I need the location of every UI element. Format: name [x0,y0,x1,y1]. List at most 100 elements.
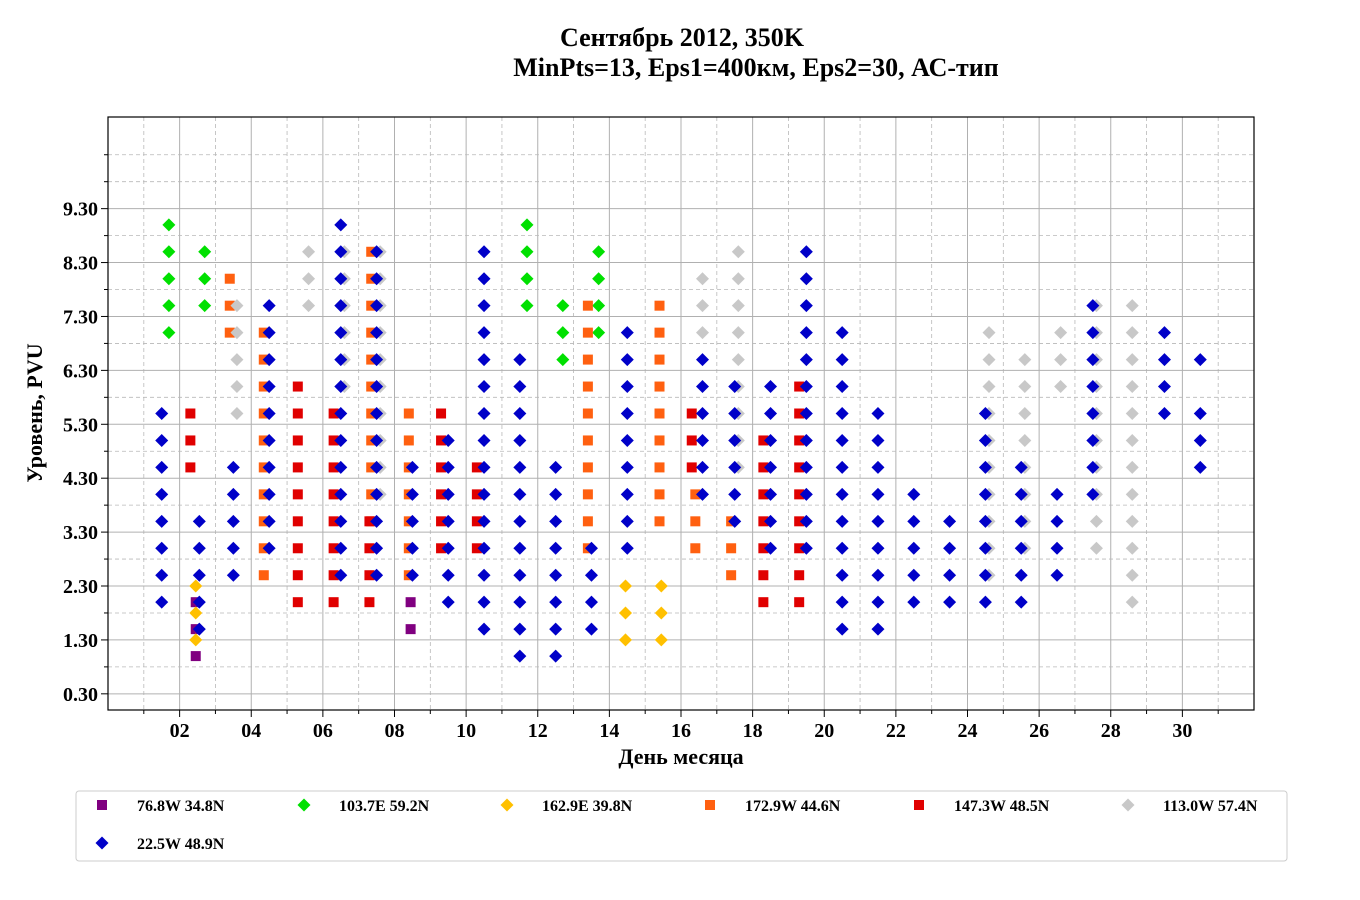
data-point [728,514,742,528]
data-point [328,489,339,500]
data-point [198,245,212,259]
data-point [192,622,206,636]
data-point [549,514,563,528]
series-3 [189,579,668,647]
x-tick-label: 12 [528,720,548,742]
data-point [728,433,742,447]
x-axis-label: День месяца [618,744,743,769]
legend-entry: 76.8W 34.8N [97,798,225,815]
data-point [794,435,805,446]
data-point [405,514,419,528]
data-point [1050,487,1064,501]
data-point [405,624,416,635]
data-point [764,380,778,394]
data-point [262,487,276,501]
series-1 [190,597,416,662]
data-point [794,570,805,581]
data-point [370,272,384,286]
data-point [292,543,303,554]
data-point [471,489,482,500]
data-point [513,407,527,420]
data-point [1125,353,1139,367]
data-point [155,460,169,474]
data-point [224,327,235,338]
data-point [334,353,348,367]
series-5 [185,381,805,608]
data-point [292,462,303,473]
data-point [1157,380,1171,394]
data-point [520,299,534,313]
data-point [405,541,419,555]
legend-label: 172.9W 44.6N [745,798,841,815]
data-point [189,606,203,620]
data-point [731,326,745,340]
data-point [370,514,384,528]
data-point [686,462,697,473]
data-point [155,595,169,609]
data-point [582,327,593,338]
data-point [1157,353,1171,367]
data-point [334,514,348,528]
data-point [190,651,201,662]
data-point [654,435,665,446]
data-point [230,407,244,420]
data-point [799,299,813,313]
data-point [230,353,244,367]
data-point [334,433,348,447]
data-point [1086,433,1100,447]
data-point [1193,407,1207,420]
x-tick-label: 10 [456,720,476,742]
data-point [549,595,563,609]
data-point [441,433,455,447]
data-point [405,487,419,501]
data-point [364,597,375,608]
data-point [728,407,742,420]
data-point [582,435,593,446]
data-point [620,353,634,367]
data-point [794,543,805,554]
legend-marker [297,798,311,812]
data-point [1014,514,1028,528]
data-point [695,326,709,340]
data-point [513,487,527,501]
data-point [835,460,849,474]
data-point [1193,353,1207,367]
data-point [871,407,885,420]
data-point [477,460,491,474]
data-point [871,568,885,582]
data-point [162,272,176,286]
data-point [226,487,240,501]
data-point [262,433,276,447]
data-point [198,272,212,286]
y-tick-label: 5.30 [63,414,98,436]
data-point [189,579,203,593]
data-point [1089,541,1103,555]
data-point [592,245,606,259]
data-point [403,408,414,419]
data-point [1018,407,1032,420]
data-point [799,380,813,394]
legend-marker [95,836,109,850]
data-point [620,326,634,340]
data-point [799,245,813,259]
data-point [230,326,244,340]
data-point [764,460,778,474]
data-point [405,460,419,474]
data-point [405,568,419,582]
data-point [982,380,996,394]
data-point [978,514,992,528]
data-point [477,433,491,447]
data-point [794,462,805,473]
data-point [764,407,778,420]
data-point [549,460,563,474]
data-point [978,433,992,447]
chart-title-line-2: MinPts=13, Eps1=400км, Eps2=30, АС-тип [513,53,999,82]
data-point [799,487,813,501]
data-point [192,541,206,555]
data-point [794,489,805,500]
data-point [1086,460,1100,474]
data-point [982,326,996,340]
series-7 [155,218,1207,663]
data-point [198,299,212,313]
